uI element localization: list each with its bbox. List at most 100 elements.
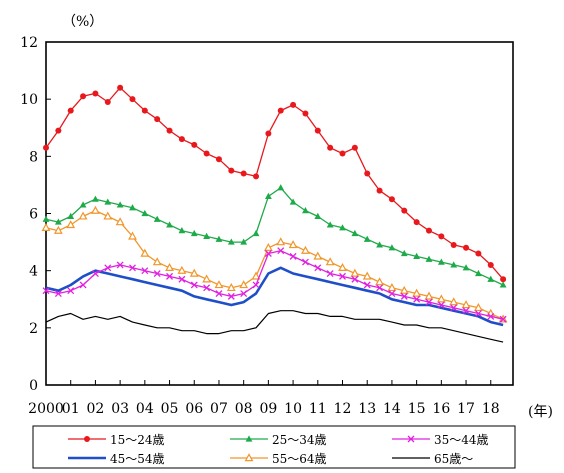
data-point: [313, 251, 323, 260]
legend-label: 65歳～: [434, 452, 473, 466]
data-point: [500, 276, 507, 283]
data-point: [487, 275, 495, 282]
data-point: [227, 238, 235, 245]
data-point: [327, 144, 334, 151]
y-tick-label: 12: [20, 35, 38, 51]
data-point: [228, 167, 235, 174]
data-point: [338, 262, 347, 272]
data-point: [80, 93, 87, 100]
data-point: [239, 280, 249, 289]
data-point: [339, 150, 346, 157]
data-point: [42, 287, 50, 295]
data-point: [263, 242, 273, 251]
data-point: [67, 287, 75, 295]
x-tick-label: 06: [185, 401, 203, 417]
data-point: [462, 264, 470, 271]
data-point: [375, 277, 384, 286]
data-point: [388, 196, 395, 203]
data-point: [43, 144, 49, 151]
data-point: [314, 212, 322, 219]
plot-frame: [45, 41, 514, 386]
data-point: [276, 237, 286, 246]
legend-label: 25～34歳: [272, 433, 327, 447]
data-point: [264, 192, 272, 199]
data-point: [42, 215, 50, 222]
x-tick-label: 2000: [28, 401, 64, 417]
data-point: [399, 285, 409, 294]
series-4: [45, 266, 504, 327]
data-point: [54, 218, 62, 225]
x-tick-label: 04: [136, 401, 154, 417]
data-point: [302, 207, 309, 214]
y-tick-label: 10: [20, 92, 38, 108]
data-point: [388, 290, 396, 297]
data-point: [116, 201, 124, 208]
data-point: [302, 110, 309, 117]
data-point: [141, 107, 148, 114]
data-point: [400, 249, 408, 257]
data-point: [92, 90, 99, 97]
data-point: [425, 255, 433, 262]
data-point: [91, 205, 100, 214]
x-tick-label: 17: [457, 401, 475, 417]
data-point: [401, 207, 408, 214]
x-tick-label: 16: [432, 401, 450, 417]
x-tick-label: 03: [111, 401, 129, 417]
data-point: [215, 290, 223, 297]
data-point: [166, 127, 173, 134]
data-point: [301, 258, 309, 266]
x-tick-label: 08: [235, 401, 253, 417]
data-point: [413, 295, 421, 303]
y-axis-unit-label: （%）: [62, 14, 103, 30]
data-point: [438, 233, 445, 240]
data-point: [178, 227, 186, 234]
data-point: [203, 284, 211, 292]
data-point: [363, 235, 371, 242]
legend-label: 55～64歳: [272, 452, 327, 466]
data-point: [339, 272, 346, 280]
x-tick-label: 11: [309, 401, 327, 417]
data-point: [252, 281, 260, 289]
y-axis: 0 2 4 6 8 10 12: [20, 35, 51, 394]
data-point: [91, 270, 99, 277]
series-2: [42, 184, 507, 288]
data-point: [475, 250, 482, 257]
data-point: [499, 315, 507, 323]
data-point: [425, 298, 433, 306]
data-point: [463, 244, 470, 251]
data-point: [449, 297, 459, 306]
data-point: [412, 288, 422, 297]
data-point: [240, 290, 248, 297]
x-tick-label: 15: [408, 401, 426, 417]
data-point: [350, 268, 360, 277]
legend-marker: [245, 435, 253, 442]
series-line: [45, 250, 504, 320]
data-point: [339, 224, 346, 231]
data-point: [177, 265, 187, 274]
data-point: [54, 290, 62, 297]
data-point: [376, 241, 383, 248]
data-point: [66, 220, 76, 229]
data-point: [437, 258, 445, 265]
x-axis-unit-label: (年): [528, 404, 553, 420]
data-point: [115, 217, 125, 226]
data-point: [129, 204, 136, 211]
data-point: [387, 282, 397, 292]
data-point: [202, 274, 212, 283]
data-point: [413, 252, 421, 259]
data-point: [376, 284, 384, 292]
data-point: [153, 215, 161, 222]
data-point: [178, 275, 186, 283]
y-tick-label: 0: [29, 378, 38, 394]
data-point: [487, 261, 494, 268]
data-point: [264, 250, 272, 257]
legend-marker: [244, 453, 254, 462]
data-point: [140, 248, 150, 257]
data-point: [289, 198, 297, 205]
data-point: [289, 252, 297, 260]
data-point: [437, 301, 445, 309]
data-point: [67, 107, 74, 114]
data-point: [474, 310, 482, 318]
data-point: [190, 281, 198, 289]
